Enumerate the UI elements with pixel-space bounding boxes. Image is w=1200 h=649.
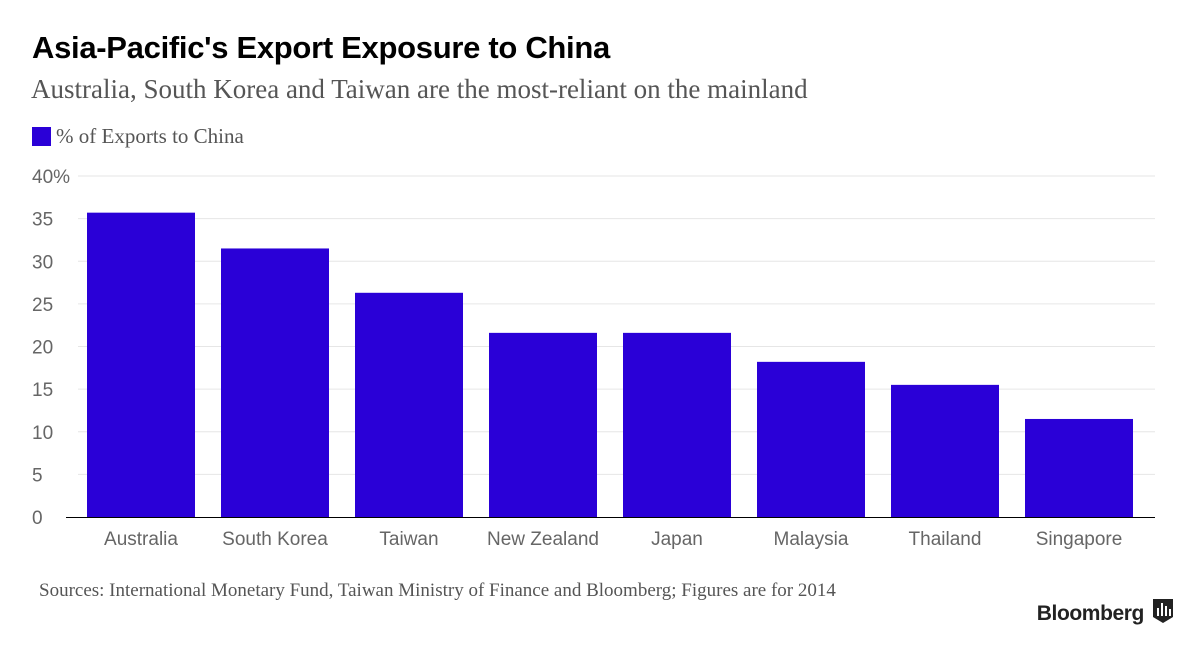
bar	[757, 361, 865, 517]
brand-name: Bloomberg	[1036, 601, 1145, 625]
bar	[489, 332, 597, 517]
bar-layer	[87, 212, 1133, 517]
x-axis-ticks: Australia South Korea Taiwan New Zealand Jap…	[104, 529, 1122, 550]
x-tick-label: Thailand	[909, 529, 982, 550]
bar	[623, 332, 731, 517]
y-tick-label: 0	[32, 508, 43, 529]
y-tick-label: 5	[32, 465, 43, 486]
chart-title: Asia-Pacific's Export Exposure to China	[32, 30, 610, 65]
y-axis-ticks: 0 5 10 15 20 25 30 35 40%	[32, 167, 70, 529]
bar	[1025, 418, 1133, 517]
source-note: Sources: International Monetary Fund, Ta…	[39, 580, 836, 601]
y-tick-label: 35	[32, 210, 53, 231]
y-tick-label: 30	[32, 252, 53, 273]
brand: Bloomberg	[1037, 598, 1174, 629]
legend-swatch	[32, 127, 51, 146]
y-tick-label: 15	[32, 380, 53, 401]
x-tick-label: South Korea	[222, 529, 328, 550]
chart-subtitle: Australia, South Korea and Taiwan are th…	[31, 74, 808, 104]
y-tick-label: 20	[32, 338, 53, 359]
y-tick-label: 25	[32, 295, 53, 316]
x-tick-label: Singapore	[1036, 529, 1123, 550]
bar	[355, 292, 463, 517]
x-tick-label: Malaysia	[774, 529, 849, 550]
bar	[891, 384, 999, 517]
x-tick-label: Australia	[104, 529, 178, 550]
bloomberg-bars-icon	[1152, 598, 1174, 629]
x-tick-label: Taiwan	[379, 529, 438, 550]
x-tick-label: Japan	[651, 529, 703, 550]
x-tick-label: New Zealand	[487, 529, 599, 550]
y-tick-label: 10	[32, 423, 53, 444]
legend: % of Exports to China	[32, 124, 244, 149]
bar	[221, 248, 329, 517]
bar	[87, 212, 195, 517]
y-tick-label: 40%	[32, 167, 70, 188]
legend-label: % of Exports to China	[56, 124, 244, 148]
